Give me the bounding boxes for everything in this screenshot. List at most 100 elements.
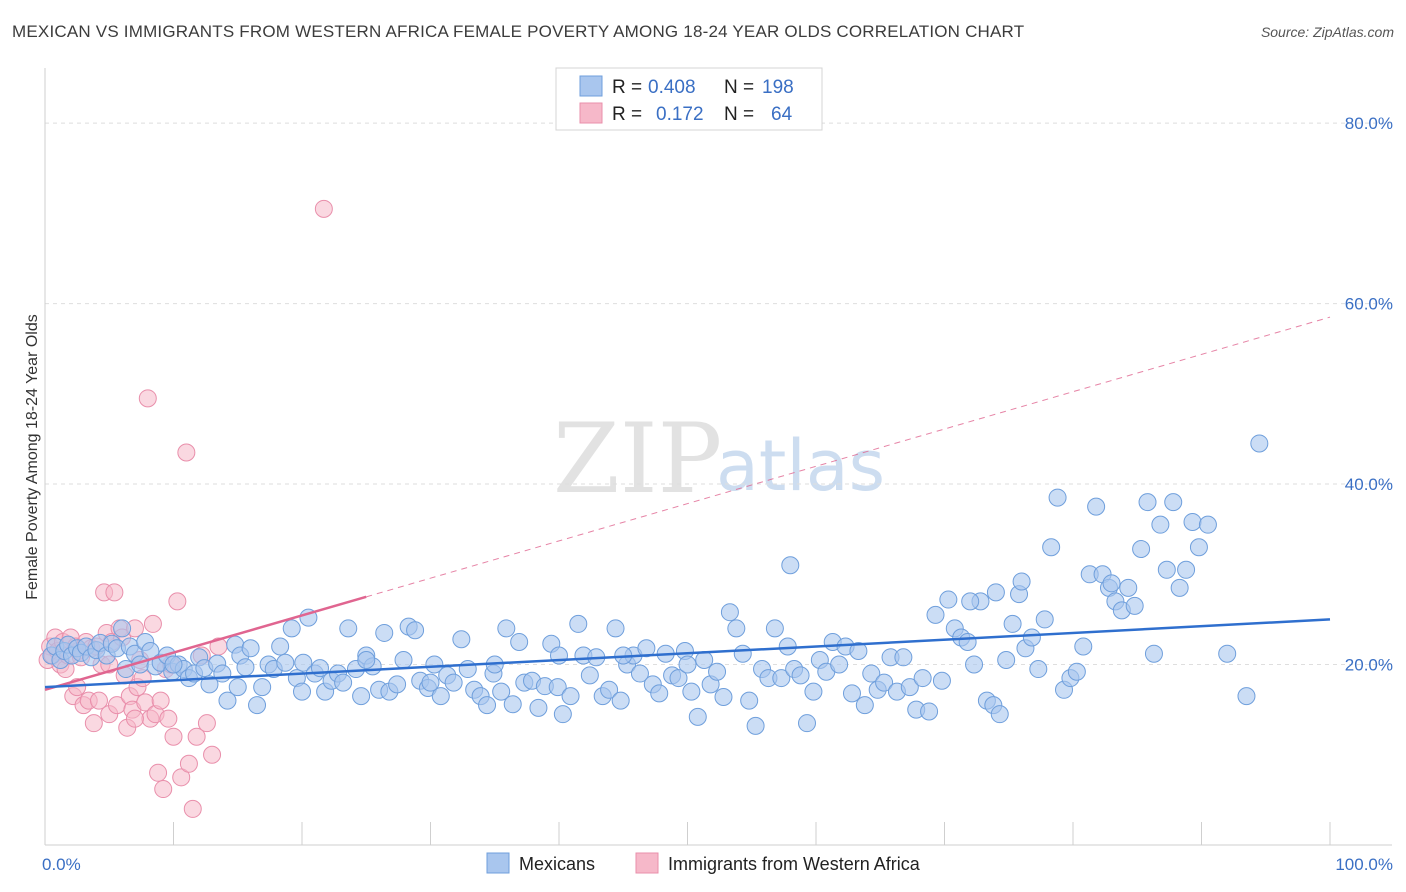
mexicans-point [1183, 512, 1202, 531]
immigrants-point [138, 389, 157, 408]
mexicans-point [781, 556, 800, 575]
immigrants-point [159, 709, 178, 728]
series-legend: Mexicans Immigrants from Western Africa [486, 852, 921, 874]
mexicans-point [458, 660, 477, 679]
axes [44, 68, 1392, 846]
mexicans-point [695, 651, 714, 670]
mexicans-point [1170, 578, 1189, 597]
mexicans-point [920, 702, 939, 721]
mexicans-point [164, 655, 183, 674]
mexicans-point [213, 664, 232, 683]
stats-r-label-2: R = [612, 104, 642, 125]
immigrants-trend-extension [366, 316, 1331, 598]
mexicans-point [236, 658, 255, 677]
legend-swatch-mexicans [486, 852, 510, 874]
x-tick-label: 0.0% [42, 855, 81, 874]
mexicans-point [294, 653, 313, 672]
mexicans-point [961, 592, 980, 611]
mexicans-point [958, 632, 977, 651]
mexicans-point [1189, 538, 1208, 557]
y-axis-title: Female Poverty Among 18-24 Year Olds [24, 314, 41, 600]
y-tick-label: 20.0% [1345, 656, 1393, 675]
mexicans-point [733, 644, 752, 663]
mexicans-point [1074, 637, 1093, 656]
stats-n-value-1: 198 [762, 77, 794, 98]
mexicans-point [1177, 560, 1196, 579]
mexicans-point [606, 619, 625, 638]
mexicans-point [600, 680, 619, 699]
mexicans-point [1003, 614, 1022, 633]
mexicans-point [1042, 538, 1061, 557]
mexicans-point [425, 655, 444, 674]
y-tick-label: 60.0% [1345, 295, 1393, 314]
y-tick-label: 40.0% [1345, 475, 1393, 494]
mexicans-point [1151, 515, 1170, 534]
mexicans-point [842, 684, 861, 703]
mexicans-point [394, 651, 413, 670]
immigrants-point [177, 443, 196, 462]
mexicans-point [804, 682, 823, 701]
mexicans-point [352, 687, 371, 706]
mexicans-point [1119, 578, 1138, 597]
immigrants-trend-line [44, 595, 367, 691]
mexicans-point [611, 691, 630, 710]
stats-legend: R = 0.408 N = 198 R = 0.172 N = 64 [555, 67, 823, 131]
mexicans-point [727, 619, 746, 638]
mexicans-point [932, 671, 951, 690]
mexicans-point [720, 603, 739, 622]
mexicans-point [900, 678, 919, 697]
mexicans-point [1029, 660, 1048, 679]
mexicans-point [1198, 515, 1217, 534]
immigrants-point [197, 714, 216, 733]
stats-r-value-2: 0.172 [656, 104, 704, 125]
mexicans-point [452, 630, 471, 649]
mexicans-point [271, 637, 290, 656]
mexicans-point [431, 687, 450, 706]
mexicans-point [862, 664, 881, 683]
mexicans-point [990, 705, 1009, 724]
mexicans-point [421, 673, 440, 692]
chart-title: MEXICAN VS IMMIGRANTS FROM WESTERN AFRIC… [12, 22, 1025, 41]
mexicans-point [1132, 540, 1151, 559]
mexicans-point [669, 669, 688, 688]
mexicans-point [1012, 572, 1031, 591]
mexicans-point [1048, 488, 1067, 507]
immigrants-point [164, 727, 183, 746]
mexicans-point [293, 682, 311, 701]
x-tick-label: 100.0% [1335, 855, 1393, 874]
watermark-zip: ZIP [553, 403, 722, 515]
mexicans-point [1087, 497, 1106, 516]
mexicans-point [875, 673, 894, 692]
mexicans-point [200, 675, 219, 694]
immigrants-point [187, 727, 206, 746]
stats-r-value-1: 0.408 [648, 77, 696, 98]
mexicans-point [569, 614, 588, 633]
mexicans-point [894, 648, 913, 667]
mexicans-point [1102, 574, 1121, 593]
mexicans-point [630, 664, 649, 683]
immigrants-point [151, 691, 170, 710]
watermark-atlas: atlas [716, 425, 885, 507]
x-tick-labels: 0.0% 100.0% [42, 855, 1393, 874]
mexicans-point [913, 669, 932, 688]
immigrants-point [183, 799, 202, 818]
mexicans-point [1250, 434, 1269, 453]
mexicans-point [580, 666, 599, 685]
mexicans-point [830, 655, 849, 674]
immigrants-point [84, 714, 103, 733]
mexicans-point [497, 619, 516, 638]
mexicans-point [1067, 662, 1086, 681]
mexicans-point [1138, 493, 1157, 512]
mexicans-point [926, 605, 945, 624]
immigrants-point [149, 763, 168, 782]
mexicans-point [637, 639, 656, 658]
mexicans-point [849, 641, 868, 660]
immigrants-point [154, 780, 173, 799]
mexicans-point [1035, 610, 1054, 629]
mexicans-point [375, 623, 394, 642]
mexicans-point [228, 678, 247, 697]
mexicans-point [548, 678, 567, 697]
mexicans-point [561, 687, 580, 706]
mexicans-point [650, 684, 669, 703]
immigrants-point [172, 768, 191, 787]
